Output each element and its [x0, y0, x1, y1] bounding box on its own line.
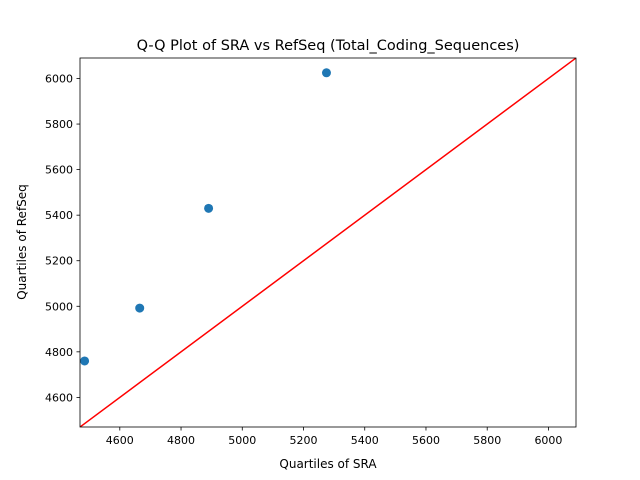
reference-line [80, 58, 576, 427]
y-tick-label: 4600 [45, 391, 73, 404]
data-point-2 [135, 303, 145, 313]
data-point-1 [80, 356, 90, 366]
y-tick-label: 5200 [45, 255, 73, 268]
data-points [80, 68, 331, 366]
x-tick-label: 6000 [534, 434, 562, 447]
y-tick-label: 5400 [45, 209, 73, 222]
y-tick-label: 6000 [45, 73, 73, 86]
x-tick-label: 4600 [106, 434, 134, 447]
chart-title: Q-Q Plot of SRA vs RefSeq (Total_Coding_… [137, 38, 520, 54]
y-tick-label: 5800 [45, 118, 73, 131]
plot-frame [79, 57, 577, 428]
x-tick-label: 5800 [473, 434, 501, 447]
data-point-4 [321, 68, 331, 78]
x-axis-ticks: 4600 4800 5000 5200 5400 5600 5800 6000 [106, 427, 562, 447]
x-axis-label: Quartiles of SRA [279, 457, 377, 471]
x-tick-label: 5400 [351, 434, 379, 447]
y-tick-label: 5600 [45, 164, 73, 177]
x-tick-label: 5000 [228, 434, 256, 447]
data-point-3 [204, 203, 214, 213]
y-axis-label: Quartiles of RefSeq [15, 184, 29, 300]
x-tick-label: 5200 [290, 434, 318, 447]
y-tick-label: 4800 [45, 346, 73, 359]
y-axis-ticks: 4600 4800 5000 5200 5400 5600 5800 6000 [45, 73, 80, 404]
y-tick-label: 5000 [45, 300, 73, 313]
x-tick-label: 4800 [167, 434, 195, 447]
plot-area: 4600 4800 5000 5200 5400 5600 5800 6000 4600 480… [45, 57, 577, 447]
x-tick-label: 5600 [412, 434, 440, 447]
